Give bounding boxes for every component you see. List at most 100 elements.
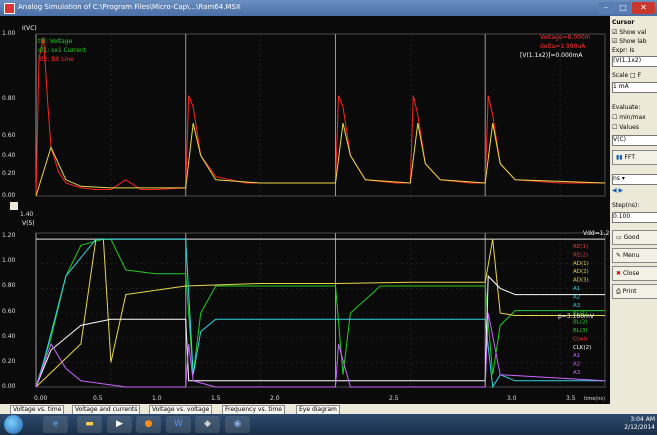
close-label: Close	[622, 270, 640, 277]
x-tick: 3.0	[507, 395, 517, 402]
step-field[interactable]: 0.100	[612, 212, 657, 223]
trace-A1	[35, 238, 605, 388]
show-values-checkbox[interactable]: ☑ Show val	[612, 29, 647, 36]
print-button[interactable]: ⎙ Print	[612, 284, 657, 299]
lower-tick-y: 0.20	[2, 358, 16, 365]
trace-series-0	[35, 37, 605, 197]
close-icon: ✖	[616, 270, 623, 277]
lower-frame	[35, 232, 606, 388]
trace-label: BL(2)	[573, 320, 588, 326]
min-max-label: min/max	[619, 114, 646, 121]
menu-label: Menu	[622, 252, 640, 259]
cursor-panel: Cursor ☑ Show val ☑ Show lab Expr: Is (V…	[610, 16, 657, 404]
upper-tick-y: 0.80	[2, 95, 16, 102]
x-tick: 2.5	[389, 395, 399, 402]
trace-label: RE(2)	[573, 252, 588, 258]
trace-label: A1	[573, 353, 580, 359]
good-icon: ▭	[616, 234, 624, 241]
unit-select-value: ns	[613, 175, 620, 182]
trace-BL(1)	[35, 274, 605, 388]
upper-tick-y: 1.00	[2, 30, 16, 37]
trace-series-1	[35, 122, 606, 197]
upper-legend-2: dl1: sx1 Current	[38, 47, 87, 54]
trace-A3	[35, 238, 605, 389]
upper-tick-y: 0.60	[2, 132, 16, 139]
x-tick: 0.5	[93, 395, 103, 402]
menu-button[interactable]: ✎ Menu	[612, 248, 657, 263]
x-tick: 2.0	[270, 395, 280, 402]
fft-button[interactable]: ▮▮ FFT	[612, 150, 657, 165]
fft-icon: ▮▮	[616, 154, 625, 161]
minimize-button[interactable]: –	[598, 2, 614, 14]
axis-readout: 1.40	[20, 211, 34, 218]
close-window-button[interactable]: ✕	[632, 2, 655, 14]
trace-BL(2)	[35, 313, 606, 388]
trace-label: A2	[573, 362, 580, 368]
trace-label: AD(1)	[573, 261, 589, 267]
values-label: Values	[619, 124, 639, 131]
step-arrows[interactable]: ◀ ▶	[612, 187, 624, 194]
lower-tick-y: 1.00	[2, 257, 16, 264]
folder-icon[interactable]: ▬	[77, 416, 102, 433]
upper-tick-y: 0.00	[2, 192, 16, 199]
vdd-label: Vdd=1.2	[583, 230, 609, 237]
expr-box[interactable]: V(C)	[612, 135, 657, 146]
x-tick: 1.0	[152, 395, 162, 402]
print-label: Print	[622, 288, 637, 295]
trace-label: BL(1)	[573, 311, 588, 317]
panel-header: Cursor	[612, 19, 635, 26]
good-button[interactable]: ▭ Good	[612, 230, 657, 245]
lower-tick-y: 0.00	[2, 383, 16, 390]
x-tick: 1.5	[211, 395, 221, 402]
lower-y-label: V(5)	[22, 220, 35, 227]
maximize-button[interactable]: □	[615, 2, 631, 14]
trace-label: A1	[573, 286, 580, 292]
firefox-icon[interactable]: ●	[136, 416, 161, 433]
trace-label: RE(1)	[573, 244, 588, 250]
x-unit: time(ns)	[584, 396, 605, 402]
scale-field[interactable]: 1 mA	[612, 82, 657, 93]
fft-label: FFT	[624, 154, 635, 161]
media-player-icon[interactable]: ▶	[107, 416, 132, 433]
good-label: Good	[623, 234, 640, 241]
upper-y-label: I(VC)	[22, 25, 37, 32]
unit-select[interactable]: ns ▾	[612, 174, 657, 185]
show-values-label: Show val	[619, 29, 647, 36]
trace-label: A3	[573, 303, 581, 309]
app-icon-taskbar[interactable]: ◉	[225, 416, 250, 433]
show-labels-checkbox[interactable]: ☑ Show lab	[612, 38, 647, 45]
upper-readout-2: delta=1.990uA	[540, 43, 586, 50]
plot-tabs: Voltage vs. time Voltage and currents Vo…	[0, 404, 657, 415]
browser-icon[interactable]: e	[43, 416, 68, 433]
printer-icon: ⎙	[616, 288, 623, 295]
plot-area[interactable]: I(VC) tbl: Voltage dl1: sx1 Current dl2:…	[0, 16, 610, 404]
plot-svg: I(VC) tbl: Voltage dl1: sx1 Current dl2:…	[2, 25, 609, 402]
word-icon[interactable]: W	[166, 416, 191, 433]
lower-tick-y: 0.80	[2, 282, 16, 289]
microcap-icon[interactable]: ◆	[195, 416, 220, 433]
clock-date: 2/12/2014	[624, 424, 655, 431]
taskbar: e ▬ ▶ ● W ◆ ◉ 3:04 AM 2/12/2014	[0, 414, 657, 435]
trace-label: AD(3)	[573, 278, 589, 284]
split-handle[interactable]	[10, 202, 18, 210]
upper-legend-3: dl2: Bit Line	[38, 56, 74, 63]
close-button[interactable]: ✖ Close	[612, 266, 657, 281]
min-max-checkbox[interactable]: ☐ min/max	[612, 114, 646, 121]
app-icon	[4, 3, 15, 14]
title-bar: Analog Simulation of C:\Program Files\Mi…	[0, 0, 657, 16]
lower-tick-y: 0.60	[2, 308, 16, 315]
start-button[interactable]	[4, 415, 23, 434]
upper-tick-y: 0.20	[2, 170, 16, 177]
marker-readout: p=3.160mV	[558, 313, 595, 320]
clock[interactable]: 3:04 AM 2/12/2014	[624, 416, 655, 432]
trace-label: A2	[573, 294, 580, 300]
expr-label: Expr: Is	[612, 47, 635, 54]
show-labels-label: Show lab	[619, 38, 647, 45]
expr-field[interactable]: (V(1.1x2)	[612, 56, 657, 67]
trace-label: CLK(2)	[573, 345, 591, 351]
clock-time: 3:04 AM	[630, 416, 655, 423]
lower-tick-y: 0.40	[2, 333, 16, 340]
upper-legend-1: tbl: Voltage	[38, 38, 73, 45]
values-checkbox[interactable]: ☐ Values	[612, 124, 639, 131]
window-title: Analog Simulation of C:\Program Files\Mi…	[18, 3, 241, 11]
